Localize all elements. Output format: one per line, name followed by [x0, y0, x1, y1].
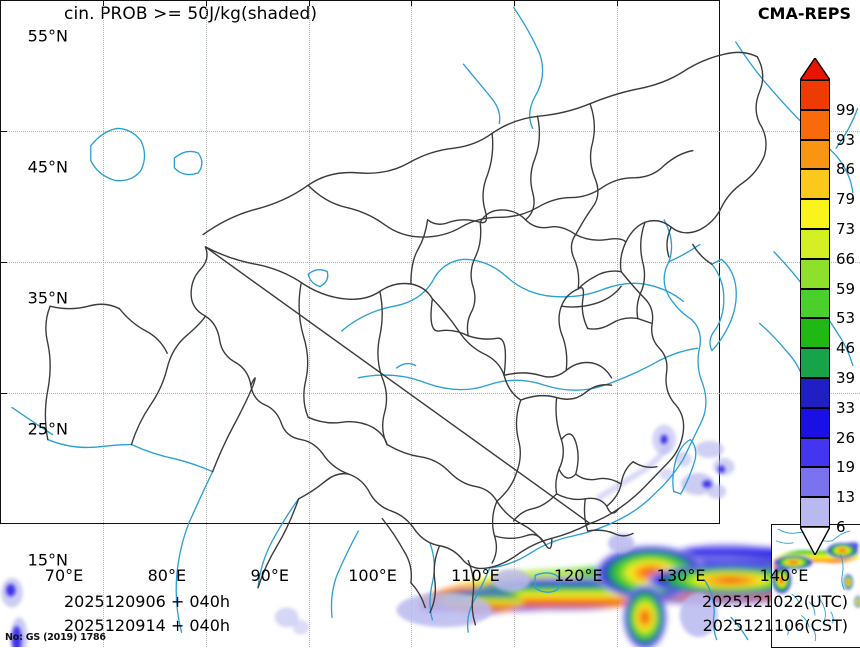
colorbar-tick-label: 26 [836, 428, 856, 447]
colorbar-tick-label: 33 [836, 398, 856, 417]
colorbar-band [800, 437, 830, 468]
gridline-vertical [514, 0, 516, 647]
footer-init-time-cst: 2025120914 + 040h [64, 616, 231, 635]
footer-valid-time-utc: 2025121022(UTC) [702, 592, 848, 611]
x-axis-label: 80°E [147, 566, 187, 585]
y-axis-label: 45°N [27, 157, 68, 177]
x-tick [617, 0, 619, 6]
gridline-vertical [205, 0, 207, 647]
y-axis-label: 35°N [27, 288, 68, 308]
colorbar-tick-label: 53 [836, 309, 856, 328]
gridline-horizontal [0, 393, 860, 394]
gridline-horizontal [0, 131, 860, 132]
colorbar-extend-max-arrow [800, 58, 830, 80]
colorbar-tick-label: 73 [836, 220, 856, 238]
y-axis-label: 55°N [27, 26, 68, 46]
gridline-horizontal [0, 262, 860, 263]
colorbar-band [800, 497, 830, 527]
colorbar-bands [800, 80, 830, 527]
x-tick [308, 0, 310, 6]
x-tick [102, 0, 104, 6]
x-axis-label: 70°E [44, 566, 84, 585]
x-axis-label: 120°E [553, 566, 603, 585]
colorbar-tick-label: 79 [836, 190, 856, 209]
x-tick [514, 0, 516, 6]
colorbar-band [800, 467, 830, 498]
footer-init-time-utc: 2025120906 + 040h [64, 592, 231, 611]
colorbar-tick-label: 39 [836, 369, 856, 387]
y-tick [0, 262, 7, 263]
colorbar[interactable]: 6 13 19 26 33 39 46 53 59 66 73 79 86 93 99 [800, 58, 860, 555]
x-tick [205, 0, 207, 6]
colorbar-tick-label: 86 [836, 160, 856, 179]
colorbar-tick-label: 6 [836, 518, 846, 536]
y-tick [0, 393, 7, 394]
colorbar-band [800, 348, 830, 378]
colorbar-band [800, 318, 830, 349]
colorbar-tick-label: 66 [836, 249, 856, 268]
colorbar-band [800, 229, 830, 259]
gridline-vertical [411, 0, 413, 647]
colorbar-band [800, 199, 830, 229]
colorbar-extend-min-arrow [800, 527, 830, 555]
gridline-vertical [308, 0, 310, 647]
colorbar-tick-label: 46 [836, 339, 856, 358]
page-title: cin. PROB >= 50J/kg(shaded) [64, 4, 318, 24]
x-tick [411, 0, 413, 6]
x-axis-label: 100°E [348, 566, 397, 585]
x-axis-label: 140°E [759, 566, 809, 585]
y-axis-label: 25°N [27, 419, 68, 439]
colorbar-tick-label: 99 [836, 100, 856, 119]
colorbar-band [800, 169, 830, 200]
colorbar-band [800, 139, 830, 170]
colorbar-tick-label: 59 [836, 279, 856, 298]
colorbar-tick-label: 13 [836, 488, 856, 507]
map-graphics [1, 6, 860, 647]
x-axis-label: 110°E [451, 566, 500, 585]
y-tick [0, 131, 7, 132]
colorbar-band [800, 109, 830, 140]
colorbar-tick-label: 19 [836, 458, 856, 477]
footer-valid-time-cst: 2025121106(CST) [702, 616, 848, 635]
y-axis-label: 15°N [27, 550, 68, 570]
gridline-vertical [102, 0, 104, 647]
x-axis-label: 90°E [250, 566, 289, 585]
colorbar-band [800, 80, 830, 110]
colorbar-band [800, 378, 830, 408]
colorbar-band [800, 288, 830, 319]
colorbar-band [800, 258, 830, 289]
model-label: CMA-REPS [757, 4, 851, 23]
gridline-vertical [617, 0, 619, 647]
colorbar-band [800, 407, 830, 438]
colorbar-tick-label: 93 [836, 130, 856, 149]
x-axis-label: 130°E [656, 566, 706, 585]
